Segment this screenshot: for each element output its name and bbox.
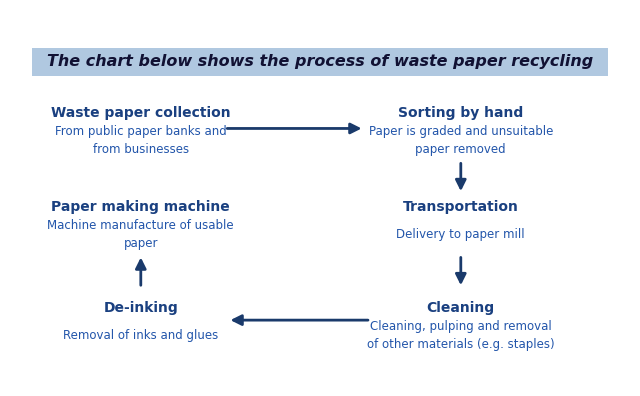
Text: Transportation: Transportation — [403, 200, 519, 214]
Text: De-inking: De-inking — [104, 301, 178, 315]
Text: Paper is graded and unsuitable
paper removed: Paper is graded and unsuitable paper rem… — [369, 125, 553, 156]
Text: Machine manufacture of usable
paper: Machine manufacture of usable paper — [47, 219, 234, 250]
Text: Cleaning, pulping and removal
of other materials (e.g. staples): Cleaning, pulping and removal of other m… — [367, 320, 555, 351]
Text: Cleaning: Cleaning — [427, 301, 495, 315]
Text: Sorting by hand: Sorting by hand — [398, 106, 524, 120]
Text: Paper making machine: Paper making machine — [51, 200, 230, 214]
Text: Waste paper collection: Waste paper collection — [51, 106, 230, 120]
Text: From public paper banks and
from businesses: From public paper banks and from busines… — [55, 125, 227, 156]
FancyBboxPatch shape — [32, 48, 608, 76]
Text: Removal of inks and glues: Removal of inks and glues — [63, 329, 218, 342]
Text: Delivery to paper mill: Delivery to paper mill — [397, 228, 525, 241]
Text: The chart below shows the process of waste paper recycling: The chart below shows the process of was… — [47, 54, 593, 69]
